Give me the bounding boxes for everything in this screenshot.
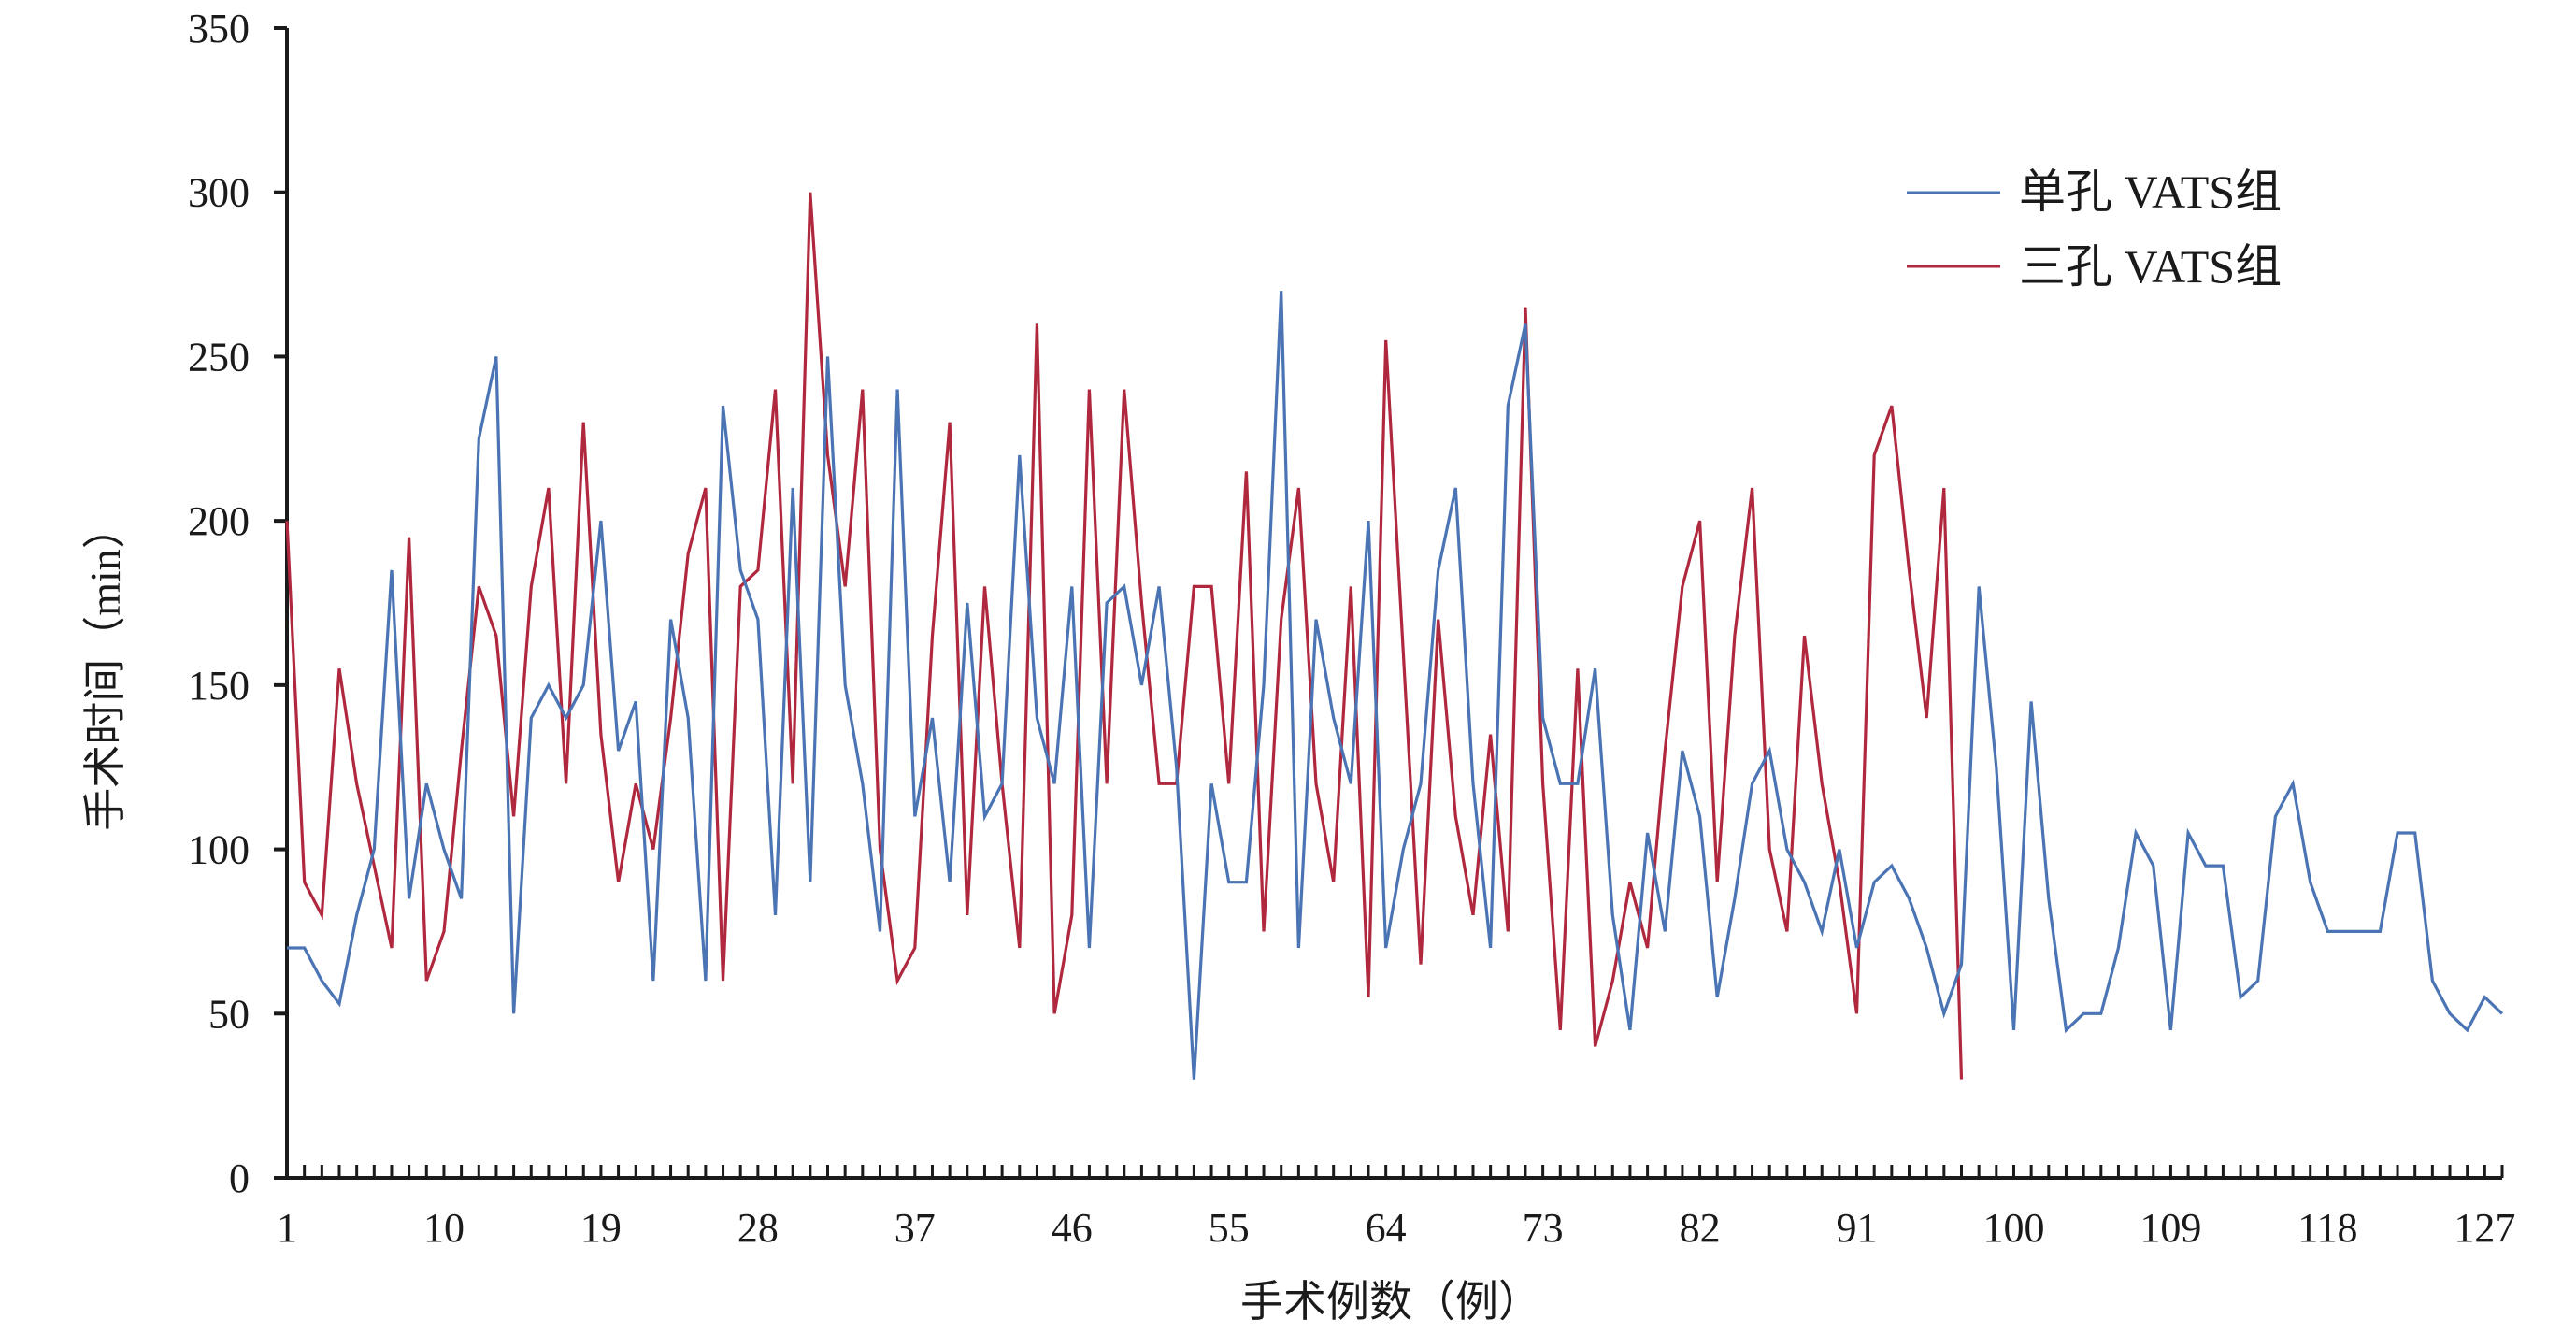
series-line-three-port bbox=[285, 192, 1964, 1080]
y-tick-label: 300 bbox=[188, 170, 250, 216]
axes bbox=[285, 28, 2502, 1180]
y-axis-title: 手术时间（min） bbox=[81, 506, 129, 831]
x-tick-label: 91 bbox=[1837, 1205, 1878, 1251]
y-tick-label: 350 bbox=[188, 6, 250, 51]
x-tick-label: 28 bbox=[737, 1205, 779, 1251]
y-tick-label: 150 bbox=[188, 663, 250, 709]
legend: 单孔 VATS组 三孔 VATS组 bbox=[1907, 165, 2282, 293]
x-tick-label: 37 bbox=[894, 1205, 936, 1251]
x-tick-label: 82 bbox=[1680, 1205, 1721, 1251]
series-lines bbox=[285, 192, 2504, 1080]
legend-label-three-port: 三孔 VATS组 bbox=[2019, 240, 2282, 293]
x-tick-label: 127 bbox=[2454, 1205, 2515, 1251]
x-tick-label: 1 bbox=[277, 1205, 297, 1251]
x-tick-label: 100 bbox=[1982, 1205, 2044, 1251]
x-tick-label: 55 bbox=[1209, 1205, 1250, 1251]
x-tick-label: 73 bbox=[1523, 1205, 1564, 1251]
y-tick-label: 50 bbox=[208, 991, 250, 1037]
legend-label-single-port: 单孔 VATS组 bbox=[2019, 165, 2282, 218]
x-tick-label: 64 bbox=[1366, 1205, 1407, 1251]
y-tick-label: 200 bbox=[188, 498, 250, 544]
series-line-single-port bbox=[287, 291, 2504, 1080]
x-tick-label: 19 bbox=[580, 1205, 622, 1251]
y-axis-ticks: 0 50 100 150 200 250 300 350 bbox=[188, 6, 287, 1201]
y-tick-label: 100 bbox=[188, 827, 250, 873]
x-tick-label: 118 bbox=[2297, 1205, 2357, 1251]
x-tick-label: 46 bbox=[1052, 1205, 1093, 1251]
y-tick-label: 0 bbox=[229, 1155, 250, 1201]
x-axis-title: 手术例数（例） bbox=[1240, 1278, 1541, 1326]
x-tick-label: 10 bbox=[423, 1205, 465, 1251]
y-tick-label: 250 bbox=[188, 334, 250, 380]
x-tick-label: 109 bbox=[2140, 1205, 2201, 1251]
x-axis-ticks: 1 10 19 28 37 46 55 64 73 82 91 100 109 118 127 bbox=[277, 1165, 2515, 1251]
